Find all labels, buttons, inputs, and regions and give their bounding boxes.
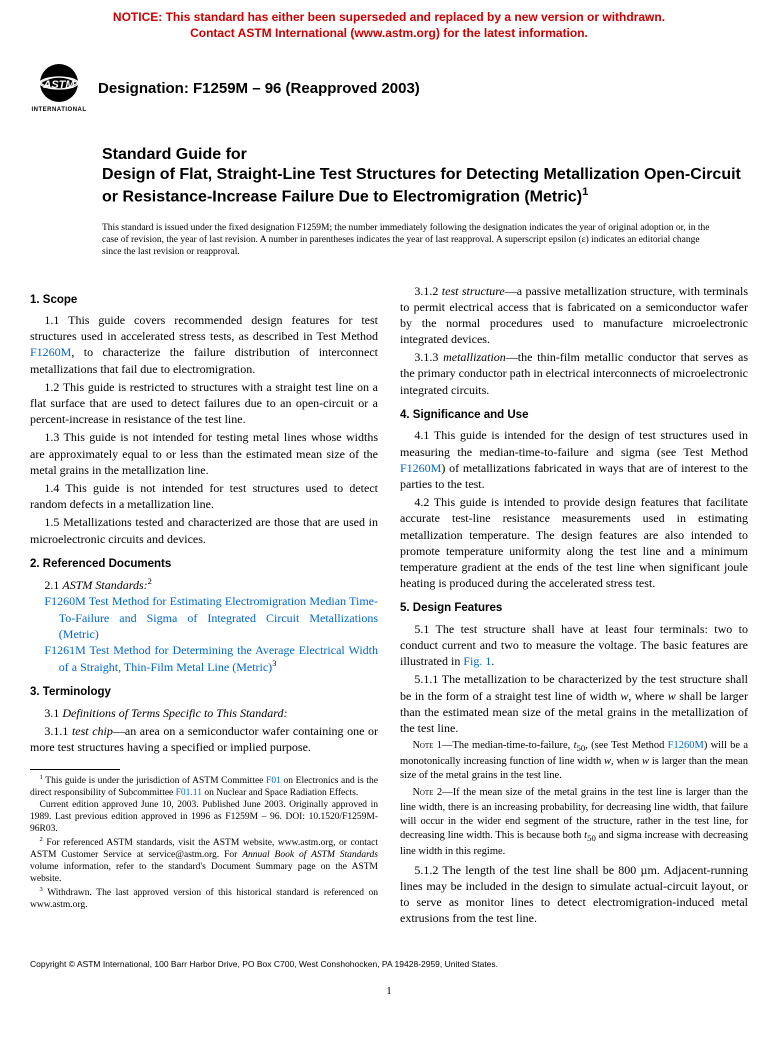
para-1-3: 1.3 This guide is not intended for testi… [30, 429, 378, 478]
title-block: Standard Guide for Design of Flat, Strai… [102, 145, 748, 207]
sub-2-1: 2.1 ASTM Standards:2 [30, 576, 378, 593]
notice-line2: Contact ASTM International (www.astm.org… [190, 26, 588, 40]
para-1-4: 1.4 This guide is not intended for test … [30, 480, 378, 512]
logo-label: INTERNATIONAL [31, 107, 86, 113]
para-4-1: 4.1 This guide is intended for the desig… [400, 427, 748, 492]
svg-text:ASTM: ASTM [42, 79, 75, 91]
astm-logo: ASTM INTERNATIONAL [30, 59, 88, 117]
note-1: Note 1—The median-time-to-failure, t50, … [400, 739, 748, 783]
para-4-2: 4.2 This guide is intended to provide de… [400, 494, 748, 591]
para-1-1: 1.1 This guide covers recommended design… [30, 312, 378, 377]
link-f1260m[interactable]: F1260M [30, 345, 71, 359]
ref-f1260m: F1260M Test Method for Estimating Electr… [44, 593, 378, 642]
link-f01[interactable]: F01 [266, 777, 281, 787]
section-3-head: 3. Terminology [30, 685, 378, 701]
title-lead: Standard Guide for [102, 145, 748, 165]
link-f1260m-4[interactable]: F1260M [400, 461, 441, 475]
link-f1260m-n1[interactable]: F1260M [668, 740, 704, 751]
footnote-1: 1 This guide is under the jurisdiction o… [30, 774, 378, 800]
note-2: Note 2—If the mean size of the metal gra… [400, 786, 748, 859]
link-f01-11[interactable]: F01.11 [176, 788, 202, 798]
para-5-1: 5.1 The test structure shall have at lea… [400, 621, 748, 670]
section-5-head: 5. Design Features [400, 601, 748, 617]
column-right: 3.1.2 test structure—a passive metalliza… [400, 283, 748, 929]
para-1-5: 1.5 Metallizations tested and characteri… [30, 514, 378, 546]
def-3-1-1: 3.1.1 test chip—an area on a semiconduct… [30, 723, 378, 755]
sub-3-1: 3.1 Definitions of Terms Specific to Thi… [30, 705, 378, 721]
title-main: Design of Flat, Straight-Line Test Struc… [102, 165, 748, 207]
para-5-1-2: 5.1.2 The length of the test line shall … [400, 862, 748, 927]
section-4-head: 4. Significance and Use [400, 408, 748, 424]
notice-line1: NOTICE: This standard has either been su… [113, 10, 665, 24]
def-3-1-3: 3.1.3 metallization—the thin-film metall… [400, 349, 748, 398]
title-sup: 1 [582, 186, 588, 198]
link-f1261m-ref[interactable]: F1261M [44, 643, 85, 657]
columns: 1. Scope 1.1 This guide covers recommend… [30, 283, 748, 929]
ref-f1261m: F1261M Test Method for Determining the A… [44, 642, 378, 675]
section-1-head: 1. Scope [30, 293, 378, 309]
footnote-2: 2 For referenced ASTM standards, visit t… [30, 836, 378, 886]
copyright: Copyright © ASTM International, 100 Barr… [30, 959, 748, 969]
page: NOTICE: This standard has either been su… [0, 0, 778, 1017]
page-number: 1 [30, 985, 748, 997]
footnote-1b: Current edition approved June 10, 2003. … [30, 800, 378, 836]
para-5-1-1: 5.1.1 The metallization to be characteri… [400, 671, 748, 736]
footnote-3: 3 Withdrawn. The last approved version o… [30, 886, 378, 912]
issuance-note: This standard is issued under the fixed … [102, 222, 718, 259]
notice-banner: NOTICE: This standard has either been su… [30, 10, 748, 41]
section-2-head: 2. Referenced Documents [30, 557, 378, 573]
para-1-2: 1.2 This guide is restricted to structur… [30, 379, 378, 428]
def-3-1-2: 3.1.2 test structure—a passive metalliza… [400, 283, 748, 348]
header-row: ASTM INTERNATIONAL Designation: F1259M –… [30, 59, 748, 117]
designation: Designation: F1259M – 96 (Reapproved 200… [98, 80, 420, 97]
link-fig1[interactable]: Fig. 1 [463, 654, 491, 668]
link-f1260m-ref[interactable]: F1260M [44, 594, 85, 608]
column-left: 1. Scope 1.1 This guide covers recommend… [30, 283, 378, 929]
title-main-text: Design of Flat, Straight-Line Test Struc… [102, 166, 741, 205]
footnote-rule [30, 769, 120, 770]
